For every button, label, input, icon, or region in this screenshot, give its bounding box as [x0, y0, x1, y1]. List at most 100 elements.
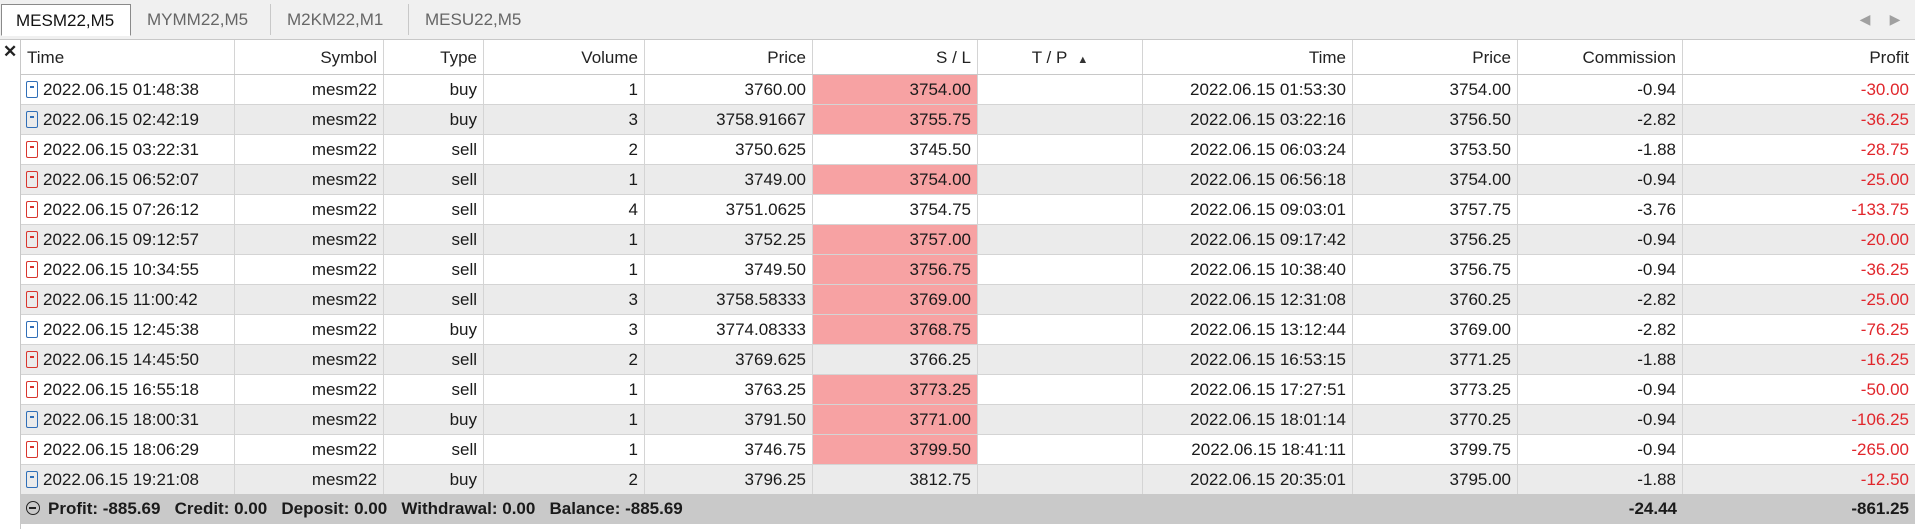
cell-time: 2022.06.15 03:22:31: [21, 135, 235, 164]
cell-symbol: mesm22: [235, 315, 384, 344]
cell-take-profit: [978, 375, 1143, 404]
table-row[interactable]: 2022.06.15 09:12:57 mesm22 sell 1 3752.25 375…: [21, 225, 1915, 255]
cell-volume: 4: [484, 195, 645, 224]
cell-time: 2022.06.15 19:21:08: [21, 465, 235, 494]
tab-mesm22-m5[interactable]: MESM22,M5: [1, 4, 131, 36]
table-row[interactable]: 2022.06.15 11:00:42 mesm22 sell 3 3758.58333…: [21, 285, 1915, 315]
tab-mesu22-m5[interactable]: MESU22,M5: [425, 10, 522, 29]
cell-stop-loss: 3756.75: [813, 255, 978, 284]
column-header-time[interactable]: Time: [21, 40, 235, 74]
cell-time-text: 2022.06.15 02:42:19: [43, 110, 199, 129]
cell-stop-loss: 3745.50: [813, 135, 978, 164]
table-row[interactable]: 2022.06.15 12:45:38 mesm22 buy 3 3774.08333 3…: [21, 315, 1915, 345]
cell-symbol: mesm22: [235, 225, 384, 254]
buy-order-icon: [26, 321, 38, 338]
cell-stop-loss: 3757.00: [813, 225, 978, 254]
cell-symbol: mesm22: [235, 165, 384, 194]
sort-ascending-icon[interactable]: ▲: [1077, 54, 1089, 66]
cell-close-time: 2022.06.15 09:03:01: [1143, 195, 1353, 224]
chevron-left-icon[interactable]: ◀: [1859, 11, 1871, 27]
cell-close-price: 3770.25: [1353, 405, 1518, 434]
table-row[interactable]: 2022.06.15 10:34:55 mesm22 sell 1 3749.50 375…: [21, 255, 1915, 285]
buy-order-icon: [26, 81, 38, 98]
column-header-close-price[interactable]: Price: [1353, 40, 1518, 74]
cell-symbol: mesm22: [235, 135, 384, 164]
cell-volume: 3: [484, 285, 645, 314]
cell-open-price: 3758.58333: [645, 285, 813, 314]
cell-profit: -36.25: [1860, 110, 1909, 129]
table-row[interactable]: 2022.06.15 06:52:07 mesm22 sell 1 3749.00 375…: [21, 165, 1915, 195]
cell-open-price: 3791.50: [645, 405, 813, 434]
column-header-sl[interactable]: S / L: [813, 40, 978, 74]
column-header-type[interactable]: Type: [384, 40, 484, 74]
column-header-close-time[interactable]: Time: [1143, 40, 1353, 74]
cell-open-price: 3760.00: [645, 75, 813, 104]
cell-type: sell: [384, 285, 484, 314]
table-header: Time Symbol Type Volume Price S / L T / …: [21, 40, 1915, 75]
table-row[interactable]: 2022.06.15 16:55:18 mesm22 sell 1 3763.25 377…: [21, 375, 1915, 405]
column-header-profit[interactable]: Profit: [1869, 48, 1909, 67]
cell-volume: 2: [484, 465, 645, 494]
cell-symbol: mesm22: [235, 105, 384, 134]
cell-close-time: 2022.06.15 06:03:24: [1143, 135, 1353, 164]
cell-time: 2022.06.15 11:00:42: [21, 285, 235, 314]
collapse-icon[interactable]: [26, 501, 40, 515]
cell-close-price: 3769.00: [1353, 315, 1518, 344]
cell-symbol: mesm22: [235, 75, 384, 104]
cell-commission: -2.82: [1518, 285, 1683, 314]
cell-volume: 1: [484, 165, 645, 194]
tab-m2km22-m1[interactable]: M2KM22,M1: [273, 4, 409, 35]
table-row[interactable]: 2022.06.15 07:26:12 mesm22 sell 4 3751.0625 3…: [21, 195, 1915, 225]
cell-close-price: 3799.75: [1353, 435, 1518, 464]
cell-take-profit: [978, 255, 1143, 284]
table-body: 2022.06.15 01:48:38 mesm22 buy 1 3760.00 3754…: [21, 75, 1915, 495]
buy-order-icon: [26, 471, 38, 488]
chevron-right-icon[interactable]: ▶: [1889, 11, 1901, 27]
cell-profit: -265.00: [1851, 440, 1909, 459]
cell-time-text: 2022.06.15 18:00:31: [43, 410, 199, 429]
table-row[interactable]: 2022.06.15 14:45:50 mesm22 sell 2 3769.625 37…: [21, 345, 1915, 375]
cell-close-time: 2022.06.15 12:31:08: [1143, 285, 1353, 314]
table-row[interactable]: 2022.06.15 18:06:29 mesm22 sell 1 3746.75 379…: [21, 435, 1915, 465]
table-row[interactable]: 2022.06.15 03:22:31 mesm22 sell 2 3750.625 37…: [21, 135, 1915, 165]
column-header-commission[interactable]: Commission: [1518, 40, 1683, 74]
column-header-tp[interactable]: T / P ▲: [978, 40, 1143, 74]
cell-close-time: 2022.06.15 20:35:01: [1143, 465, 1353, 494]
cell-time: 2022.06.15 14:45:50: [21, 345, 235, 374]
cell-time-text: 2022.06.15 07:26:12: [43, 200, 199, 219]
cell-commission: -1.88: [1518, 135, 1683, 164]
column-header-symbol[interactable]: Symbol: [235, 40, 384, 74]
column-header-volume[interactable]: Volume: [484, 40, 645, 74]
cell-open-price: 3752.25: [645, 225, 813, 254]
cell-profit: -25.00: [1860, 170, 1909, 189]
table-row[interactable]: 2022.06.15 18:00:31 mesm22 buy 1 3791.50 3771…: [21, 405, 1915, 435]
cell-type: sell: [384, 255, 484, 284]
table-row[interactable]: 2022.06.15 19:21:08 mesm22 buy 2 3796.25 3812…: [21, 465, 1915, 495]
cell-type: buy: [384, 405, 484, 434]
sell-order-icon: [26, 441, 38, 458]
cell-stop-loss: 3768.75: [813, 315, 978, 344]
cell-close-price: 3757.75: [1353, 195, 1518, 224]
cell-stop-loss: 3769.00: [813, 285, 978, 314]
cell-take-profit: [978, 435, 1143, 464]
cell-stop-loss: 3771.00: [813, 405, 978, 434]
table-row[interactable]: 2022.06.15 02:42:19 mesm22 buy 3 3758.91667 3…: [21, 105, 1915, 135]
cell-time-text: 2022.06.15 19:21:08: [43, 470, 199, 489]
cell-time: 2022.06.15 16:55:18: [21, 375, 235, 404]
tab-mymm22-m5[interactable]: MYMM22,M5: [133, 4, 271, 35]
cell-symbol: mesm22: [235, 465, 384, 494]
sell-order-icon: [26, 141, 38, 158]
cell-open-price: 3796.25: [645, 465, 813, 494]
cell-stop-loss: 3754.00: [813, 75, 978, 104]
cell-close-price: 3795.00: [1353, 465, 1518, 494]
close-icon[interactable]: ✕: [3, 42, 18, 61]
profit-total: -861.25: [1851, 499, 1909, 518]
cell-open-price: 3746.75: [645, 435, 813, 464]
cell-commission: -0.94: [1518, 165, 1683, 194]
cell-close-price: 3756.25: [1353, 225, 1518, 254]
cell-type: sell: [384, 135, 484, 164]
cell-type: buy: [384, 315, 484, 344]
column-header-price[interactable]: Price: [645, 40, 813, 74]
table-row[interactable]: 2022.06.15 01:48:38 mesm22 buy 1 3760.00 3754…: [21, 75, 1915, 105]
cell-profit: -106.25: [1851, 410, 1909, 429]
